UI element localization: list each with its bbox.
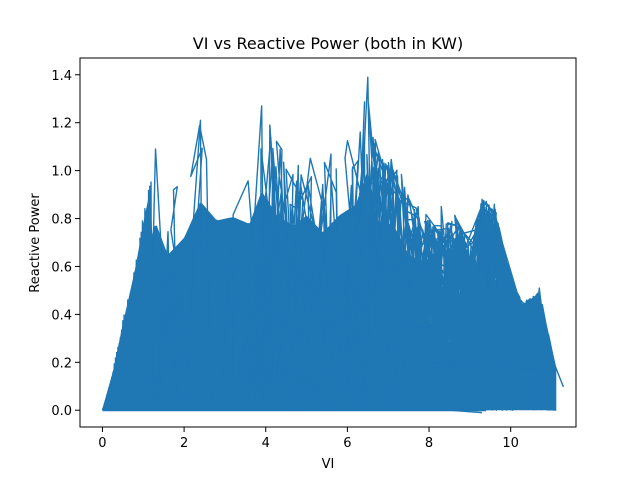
- axes-frame: [79, 57, 577, 428]
- series-spike: [401, 186, 413, 292]
- x-axis-label: VI: [322, 457, 335, 472]
- plot-area: [101, 76, 565, 414]
- x-tick-label: 6: [343, 436, 351, 451]
- y-tick-label: 1.0: [51, 165, 72, 180]
- y-tick-label: 0.0: [51, 404, 72, 419]
- x-tick-label: 10: [502, 436, 519, 451]
- y-tick-label: 0.4: [51, 308, 72, 323]
- series-trailing-stroke: [388, 344, 466, 349]
- series-spike: [360, 76, 372, 236]
- y-tick-label: 0.2: [51, 356, 72, 371]
- x-tick-label: 2: [180, 436, 188, 451]
- series-spike: [477, 198, 489, 297]
- x-tick-label: 4: [262, 436, 270, 451]
- series-spike: [440, 205, 452, 308]
- series-trailing-stroke: [429, 366, 556, 371]
- x-axis-ticks: 0 2 4 6 8 10: [98, 427, 519, 451]
- series-spike: [152, 148, 164, 274]
- series-trailing-stroke: [408, 361, 528, 366]
- y-tick-label: 1.2: [51, 117, 72, 132]
- series-line: [102, 101, 557, 411]
- series-spike: [252, 105, 264, 253]
- series-spike: [486, 203, 499, 299]
- series-spike: [552, 366, 565, 388]
- y-tick-label: 0.6: [51, 260, 72, 275]
- x-tick-label: 0: [98, 436, 106, 451]
- chart-title: VI vs Reactive Power (both in KW): [193, 34, 463, 53]
- x-tick-label: 8: [425, 436, 433, 451]
- series-spike: [268, 124, 280, 261]
- y-tick-label: 0.8: [51, 213, 72, 228]
- series-spike: [536, 287, 548, 353]
- y-axis-ticks: 0.0 0.2 0.4 0.6 0.8 1.0 1.2 1.4: [51, 69, 80, 419]
- y-tick-label: 1.4: [51, 69, 72, 84]
- series-spike: [513, 387, 525, 399]
- series-spike: [191, 119, 203, 260]
- series-spike: [368, 157, 381, 275]
- series-trailing-stroke: [396, 325, 495, 330]
- y-axis-label: Reactive Power: [28, 193, 43, 293]
